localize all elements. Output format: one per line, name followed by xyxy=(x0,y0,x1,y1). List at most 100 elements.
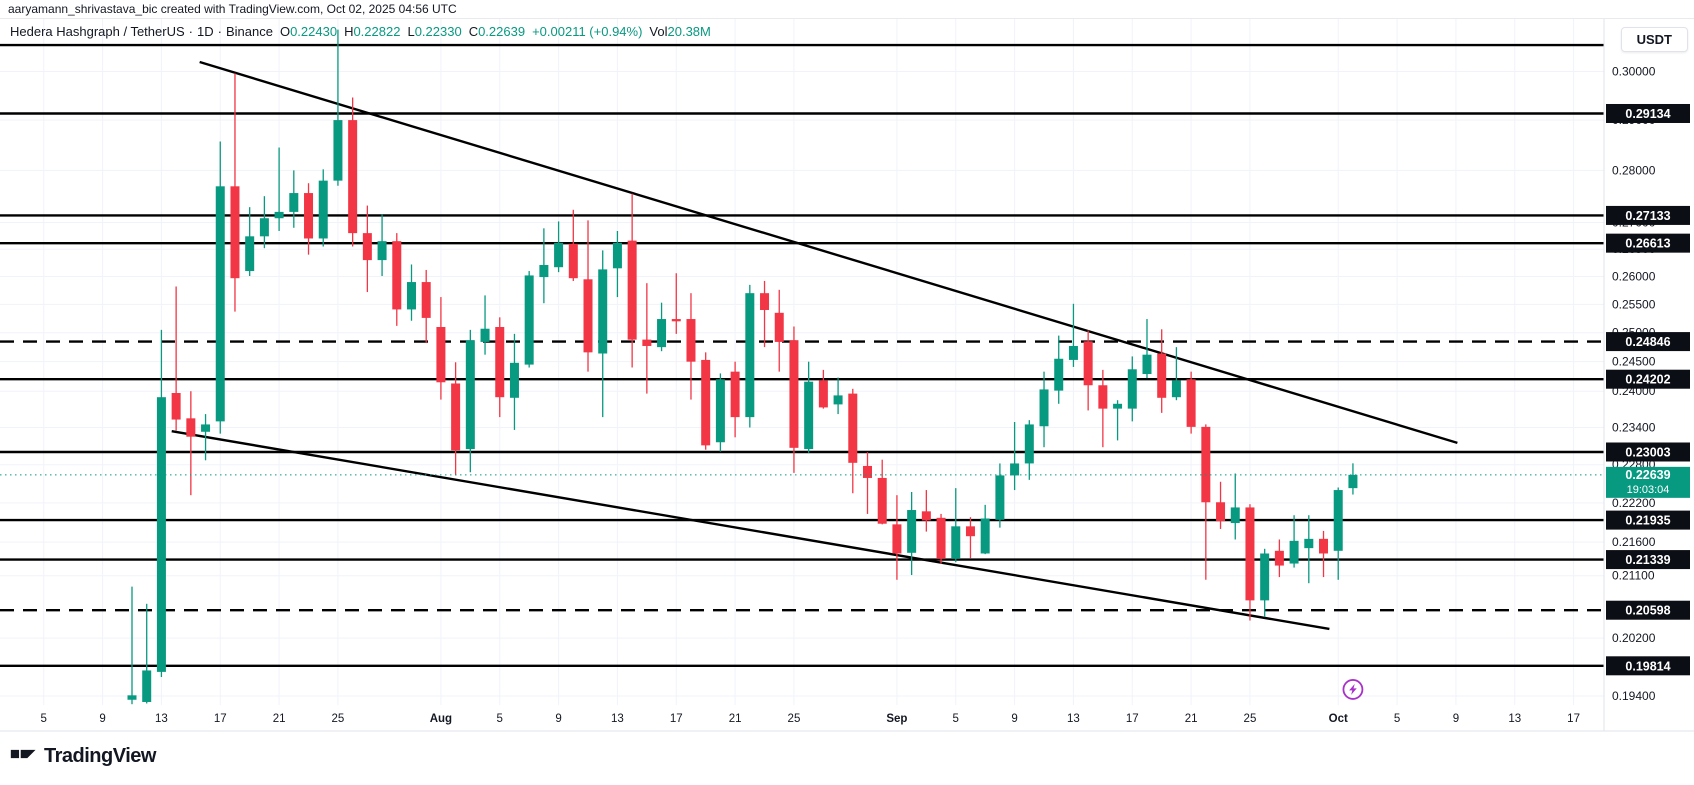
candle-body xyxy=(186,418,196,437)
candle-body xyxy=(318,180,328,239)
time-tick-label: 13 xyxy=(155,713,168,725)
price-level-badge-label: 0.21339 xyxy=(1625,553,1670,567)
open-label: O xyxy=(279,24,291,39)
time-tick-label: 5 xyxy=(497,713,503,725)
time-tick-label: 13 xyxy=(611,713,624,725)
tradingview-logo-text: TradingView xyxy=(44,745,156,767)
candle-body xyxy=(848,393,858,463)
candle-body xyxy=(539,265,549,278)
candle-body xyxy=(598,269,608,354)
candle-body xyxy=(289,193,299,212)
time-tick-label: 13 xyxy=(1067,713,1080,725)
candle-body xyxy=(1186,379,1196,427)
exchange-label[interactable]: Binance xyxy=(225,24,273,39)
candle-body xyxy=(201,424,211,432)
candle-body xyxy=(215,186,225,422)
time-tick-label: 5 xyxy=(41,713,47,725)
current-price-badge xyxy=(1606,466,1690,498)
candle-body xyxy=(171,393,181,420)
price-level-badge-label: 0.19814 xyxy=(1625,659,1670,673)
candle-body xyxy=(612,242,622,269)
price-level-badge xyxy=(1606,600,1690,620)
price-tick-label: 0.20200 xyxy=(1612,631,1656,645)
legend-separator: · xyxy=(217,24,222,39)
candle-body xyxy=(156,397,166,672)
upper-descending-trendline[interactable] xyxy=(199,60,1458,445)
price-level-badge xyxy=(1606,550,1690,570)
time-tick-label: Aug xyxy=(430,713,452,725)
lower-descending-trendline[interactable] xyxy=(171,429,1330,631)
candle-body xyxy=(568,243,578,279)
symbol-legend: Hedera Hashgraph / TetherUS · 1D · Binan… xyxy=(10,24,711,39)
candle-body xyxy=(1216,502,1226,522)
candle-body xyxy=(1274,550,1284,566)
attribution-bar: aaryamann_shrivastava_bic created with T… xyxy=(0,0,1694,19)
candle-body xyxy=(1245,507,1255,601)
candle-body xyxy=(642,339,652,346)
time-tick-label: 13 xyxy=(1508,713,1521,725)
candle-body xyxy=(362,233,372,261)
candle-body xyxy=(142,670,152,702)
candle-body xyxy=(936,517,946,559)
candle-body xyxy=(451,383,461,451)
candle-body xyxy=(421,282,431,318)
candle-body xyxy=(480,328,490,342)
volume-label: Vol xyxy=(649,24,668,39)
close-value: 0.22639 xyxy=(478,24,526,39)
price-level-badge-label: 0.21935 xyxy=(1625,514,1670,528)
price-level-badge-label: 0.26613 xyxy=(1625,237,1670,251)
tradingview-logo[interactable]: TradingView xyxy=(10,742,156,771)
high-label: H xyxy=(344,24,354,39)
candle-body xyxy=(1230,507,1240,524)
candle-body xyxy=(524,275,534,365)
candle-body xyxy=(259,218,269,237)
time-tick-label: 9 xyxy=(1453,713,1459,725)
price-level-badge xyxy=(1606,510,1690,530)
interval-label[interactable]: 1D xyxy=(196,24,214,39)
candle-body xyxy=(1157,353,1167,398)
candle-body xyxy=(1010,463,1020,476)
price-tick-label: 0.23400 xyxy=(1612,420,1656,434)
low-value: 0.22330 xyxy=(414,24,462,39)
price-tick-label: 0.21100 xyxy=(1612,569,1655,583)
price-tick-label: 0.30000 xyxy=(1612,65,1656,79)
high-value: 0.22822 xyxy=(353,24,401,39)
candle-body xyxy=(1201,426,1211,503)
candle-body xyxy=(1319,538,1329,554)
candle-body xyxy=(1083,341,1093,386)
time-tick-label: 21 xyxy=(273,713,286,725)
candle-body xyxy=(1171,380,1181,398)
candle-body xyxy=(789,340,799,448)
price-tick-label: 0.24500 xyxy=(1612,355,1656,369)
candle-body xyxy=(863,465,872,478)
change-value: +0.00211 (+0.94%) xyxy=(532,24,643,39)
price-tick-label: 0.21600 xyxy=(1612,535,1656,549)
candle-body xyxy=(1098,385,1108,409)
candle-body xyxy=(745,293,755,418)
symbol-title[interactable]: Hedera Hashgraph / TetherUS xyxy=(10,24,185,39)
candle-body xyxy=(1260,553,1270,601)
time-axis-panel[interactable] xyxy=(0,705,1604,731)
price-level-badge-label: 0.20598 xyxy=(1625,604,1670,618)
candle-body xyxy=(495,327,505,398)
candle-body xyxy=(1024,424,1034,464)
candle-body xyxy=(701,359,711,446)
price-level-badge-label: 0.27133 xyxy=(1625,209,1670,223)
candle-body xyxy=(1054,358,1064,391)
volume-value: 20.38M xyxy=(667,24,711,39)
open-value: 0.22430 xyxy=(290,24,338,39)
candle-body xyxy=(1127,369,1137,409)
price-level-badge-label: 0.24202 xyxy=(1625,373,1670,387)
close-label: C xyxy=(468,24,479,39)
candle-body xyxy=(980,518,990,554)
time-tick-label: 25 xyxy=(332,713,345,725)
candle-body xyxy=(509,362,519,398)
candle-body xyxy=(671,319,681,322)
candle-body xyxy=(1348,474,1358,489)
candle-body xyxy=(1039,389,1049,427)
price-level-badge-label: 0.29134 xyxy=(1625,107,1670,121)
currency-unit-button[interactable]: USDT xyxy=(1620,27,1688,52)
candle-body xyxy=(818,380,828,408)
